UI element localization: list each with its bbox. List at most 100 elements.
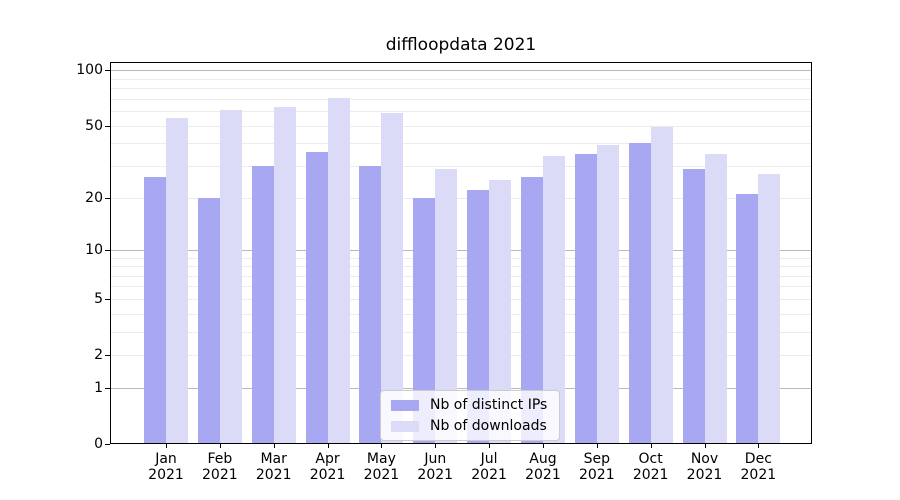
- y-tick-mark: [105, 70, 110, 72]
- major-gridline: [110, 249, 812, 251]
- bar-downloads: [758, 174, 781, 444]
- bar-distinct-ips: [251, 165, 274, 444]
- x-tick-month: Feb: [207, 451, 233, 467]
- bar-downloads: [489, 180, 512, 444]
- minor-gridline: [110, 143, 812, 145]
- y-tick-mark: [105, 355, 110, 357]
- x-tick-year: 2021: [525, 467, 561, 483]
- bar-downloads: [596, 145, 619, 444]
- major-gridline: [110, 70, 812, 72]
- legend-item-distinct-ips: Nb of distinct IPs: [391, 397, 547, 413]
- x-tick-mark: [219, 444, 221, 448]
- x-tick-year: 2021: [309, 467, 346, 483]
- x-tick-label: Aug 2021: [511, 451, 575, 483]
- x-tick-month: Nov: [690, 451, 719, 467]
- plot-area: [110, 62, 812, 444]
- minor-gridline: [110, 165, 812, 167]
- y-tick-label: 1: [94, 379, 103, 396]
- minor-gridline: [110, 257, 812, 259]
- minor-gridline: [110, 298, 812, 300]
- bar-distinct-ips: [736, 193, 759, 444]
- y-tick-label: 2: [94, 347, 103, 364]
- x-tick-year: 2021: [202, 467, 238, 483]
- minor-gridline: [110, 125, 812, 127]
- bar-distinct-ips: [467, 190, 490, 444]
- bar-downloads: [219, 109, 242, 444]
- bar-distinct-ips: [628, 143, 651, 444]
- x-tick-year: 2021: [471, 467, 507, 483]
- x-tick-month: Oct: [638, 451, 663, 467]
- minor-gridline: [110, 78, 812, 80]
- x-tick-year: 2021: [417, 467, 454, 483]
- y-tick-label: 0: [94, 436, 103, 452]
- bar-downloads: [542, 156, 565, 444]
- minor-gridline: [110, 331, 812, 333]
- x-tick-year: 2021: [148, 467, 184, 483]
- y-tick-label: 20: [85, 189, 103, 206]
- x-tick-month: Sep: [583, 451, 610, 467]
- x-tick-mark: [435, 444, 437, 448]
- x-tick-label: Jul 2021: [457, 451, 521, 483]
- x-tick-mark: [327, 444, 329, 448]
- minor-gridline: [110, 275, 812, 277]
- legend-label-distinct-ips: Nb of distinct IPs: [430, 397, 548, 413]
- legend-swatch-distinct-ips: [391, 399, 419, 411]
- x-tick-year: 2021: [686, 467, 723, 483]
- x-tick-mark: [650, 444, 652, 448]
- x-tick-year: 2021: [255, 467, 292, 483]
- y-tick-label: 50: [85, 117, 103, 134]
- legend: Nb of distinct IPs Nb of downloads: [380, 390, 561, 441]
- y-tick-mark: [105, 387, 110, 389]
- major-gridline: [110, 387, 812, 389]
- x-tick-mark: [758, 444, 760, 448]
- y-tick-label: 100: [76, 62, 103, 79]
- x-tick-month: May: [366, 451, 396, 467]
- bar-downloads: [273, 107, 296, 444]
- bar-downloads: [704, 153, 727, 444]
- x-tick-month: Jul: [480, 451, 498, 467]
- x-tick-month: Apr: [315, 451, 340, 467]
- x-tick-mark: [166, 444, 167, 448]
- bar-distinct-ips: [520, 177, 543, 444]
- bar-distinct-ips: [682, 168, 705, 444]
- x-tick-mark: [273, 444, 275, 448]
- y-tick-mark: [105, 197, 110, 199]
- x-tick-label: Feb 2021: [188, 451, 252, 483]
- x-tick-year: 2021: [363, 467, 400, 483]
- x-tick-month: Dec: [744, 451, 772, 467]
- y-tick-mark: [105, 444, 110, 445]
- bar-downloads: [650, 127, 673, 444]
- y-tick-label: 5: [94, 290, 103, 307]
- legend-swatch-downloads: [391, 420, 419, 432]
- y-tick-mark: [105, 249, 110, 251]
- x-tick-label: Oct 2021: [619, 451, 683, 483]
- minor-gridline: [110, 197, 812, 199]
- bar-distinct-ips: [359, 165, 382, 444]
- x-tick-mark: [542, 444, 544, 448]
- x-tick-mark: [704, 444, 706, 448]
- x-tick-label: Nov 2021: [673, 451, 737, 483]
- x-tick-month: Jun: [424, 451, 447, 467]
- x-tick-label: Dec 2021: [726, 451, 790, 483]
- x-tick-mark: [489, 444, 491, 448]
- y-tick-mark: [105, 298, 110, 300]
- bar-distinct-ips: [144, 177, 166, 444]
- x-tick-month: Aug: [529, 451, 557, 467]
- legend-item-downloads: Nb of downloads: [391, 418, 547, 434]
- x-tick-mark: [381, 444, 383, 448]
- y-tick-label: 10: [85, 241, 103, 258]
- bar-distinct-ips: [574, 153, 597, 444]
- minor-gridline: [110, 266, 812, 268]
- bar-distinct-ips: [413, 197, 436, 444]
- x-tick-mark: [596, 444, 598, 448]
- legend-label-downloads: Nb of downloads: [430, 418, 547, 434]
- minor-gridline: [110, 88, 812, 90]
- bar-downloads: [381, 112, 404, 444]
- chart-title: diffloopdata 2021: [385, 35, 537, 55]
- x-tick-year: 2021: [578, 467, 615, 483]
- bar-downloads: [166, 118, 188, 444]
- x-tick-label: Jan 2021: [134, 451, 198, 483]
- bar-downloads: [435, 168, 458, 444]
- x-tick-label: Mar 2021: [242, 451, 306, 483]
- x-tick-month: Jan: [155, 451, 177, 467]
